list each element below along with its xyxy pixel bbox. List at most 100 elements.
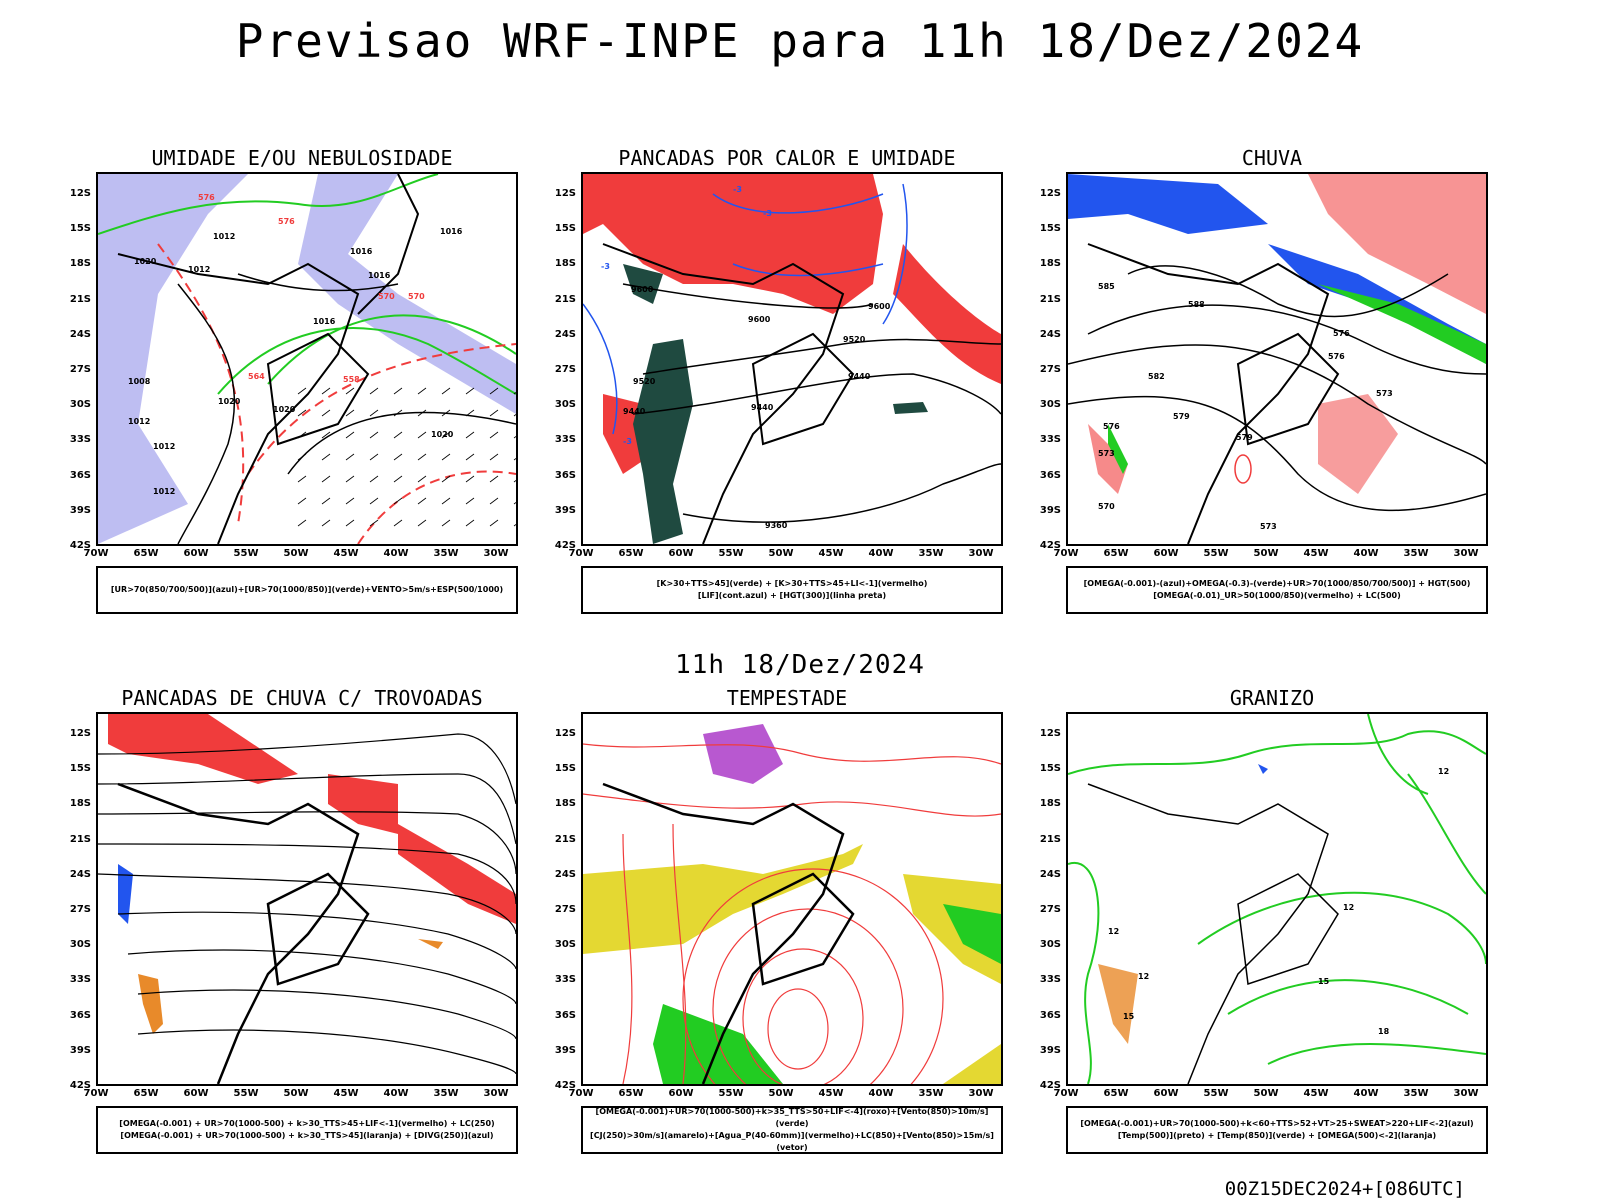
lat-tick-label: 33S [1039, 974, 1061, 986]
humidity-green-contour [217, 327, 516, 395]
wind-vector [513, 458, 516, 461]
lat-tick-label: 15S [1039, 223, 1061, 235]
map-svg [98, 714, 516, 1084]
lat-tick-label: 30S [69, 939, 91, 951]
panel-legend: [OMEGA(-0.001)-(azul)+OMEGA(-0.3)-(verde… [1066, 566, 1488, 614]
wind-vector [393, 409, 403, 417]
instability-dark-area [893, 402, 928, 414]
lon-tick-label: 50W [768, 548, 794, 559]
wind-vector [513, 480, 516, 483]
wind-vector [465, 497, 475, 505]
lon-tick-label: 65W [133, 548, 159, 559]
wind-vector [465, 519, 475, 527]
lon-tick-label: 70W [1053, 548, 1079, 559]
wind-vector [345, 387, 355, 395]
panel-title: PANCADAS DE CHUVA C/ TROVOADAS [121, 686, 483, 710]
legend-line: [OMEGA(-0.001)+UR>70(1000-500)+k>35_TTS>… [595, 1107, 989, 1128]
height-contour [1068, 344, 1486, 465]
wind-vector [513, 392, 516, 395]
lon-tick-label: 45W [333, 548, 359, 559]
temp-label: 12 [1438, 767, 1449, 776]
temp-label: 12 [1138, 972, 1149, 981]
lat-tick-label: 18S [69, 258, 91, 270]
lon-tick-label: 50W [283, 1088, 309, 1099]
omega-red-area [1088, 424, 1128, 494]
height-label: 576 [1328, 352, 1345, 361]
wind-vector [321, 387, 331, 395]
lat-tick-label: 42S [1039, 1080, 1061, 1091]
height-label: 9520 [843, 335, 866, 344]
lon-tick-label: 65W [1103, 1088, 1129, 1099]
storm-red-area [328, 774, 398, 834]
wind-vector [441, 453, 451, 461]
closed-contour [1234, 454, 1252, 484]
wind-vector [513, 414, 516, 417]
height-label: 573 [1376, 389, 1393, 398]
lat-tick-label: 30S [69, 399, 91, 411]
omega-orange-area [1098, 964, 1138, 1044]
wind-vector [297, 519, 307, 527]
panel-legend: [OMEGA(-0.001) + UR>70(1000-500) + k>30_… [96, 1106, 518, 1154]
wind-vector [297, 387, 307, 395]
uruguay-border [751, 332, 855, 446]
legend-line: [OMEGA(-0.001)-(azul)+OMEGA(-0.3)-(verde… [1083, 579, 1471, 588]
lon-tick-label: 35W [1403, 1088, 1429, 1099]
lat-tick-label: 39S [69, 504, 91, 516]
wind-vector [489, 497, 499, 505]
wind-vector [513, 524, 516, 527]
wind-vector [393, 519, 403, 527]
lon-tick-label: 40W [383, 548, 409, 559]
lon-tick-label: 50W [1253, 1088, 1279, 1099]
lon-tick-label: 65W [133, 1088, 159, 1099]
lon-tick-label: 40W [383, 1088, 409, 1099]
humidity-green-contour [98, 174, 439, 235]
pressure-contour [287, 411, 516, 475]
lat-tick-label: 18S [554, 798, 576, 810]
wind-vector [345, 519, 355, 527]
instability-red-area [583, 174, 883, 314]
lon-tick-label: 60W [183, 548, 209, 559]
li-label: -3 [763, 209, 772, 218]
lat-tick-label: 18S [1039, 798, 1061, 810]
lat-tick-label: 12S [1039, 728, 1061, 739]
lat-tick-label: 27S [69, 904, 91, 915]
lat-tick-label: 27S [69, 364, 91, 375]
uruguay-border [266, 332, 370, 446]
height-label: 9600 [868, 302, 891, 311]
height-label: 588 [1188, 300, 1205, 309]
thickness-label: 564 [248, 372, 265, 381]
thickness-label: 576 [198, 193, 215, 202]
lat-tick-label: 12S [554, 728, 576, 739]
panel-chuva: CHUVA 588 585 582 579 576 573 576 579 57 [1022, 146, 1522, 626]
lat-tick-label: 33S [554, 434, 576, 446]
height-label: 585 [1098, 282, 1115, 291]
wind-vector [297, 475, 307, 483]
lon-tick-label: 35W [433, 548, 459, 559]
lat-tick-label: 36S [69, 1009, 91, 1021]
lon-tick-label: 50W [768, 1088, 794, 1099]
wind-vector [489, 431, 499, 439]
wind-vector [465, 431, 475, 439]
map-svg: 1012 1016 1012 1020 1016 1016 1016 1012 … [98, 174, 516, 544]
wind-vector [345, 475, 355, 483]
uruguay-border [751, 872, 855, 986]
lat-tick-label: 33S [69, 974, 91, 986]
thickness-label: 570 [408, 292, 425, 301]
legend-line: [CJ(250)>30m/s](amarelo)+[Agua_P(40-60mm… [590, 1131, 994, 1152]
panel-pancadas-calor: PANCADAS POR CALOR E UMIDADE 9600 9600 9… [537, 146, 1037, 626]
lat-tick-label: 24S [69, 868, 91, 880]
omega-green-area [1108, 424, 1128, 474]
lat-tick-label: 39S [554, 1044, 576, 1056]
map-plot [96, 712, 518, 1086]
lat-tick-label: 30S [554, 939, 576, 951]
lat-tick-label: 21S [69, 293, 91, 305]
wind-vector [489, 387, 499, 395]
legend-line: [UR>70(850/700/500)](azul)+[UR>70(1000/8… [110, 585, 504, 594]
lon-tick-label: 35W [918, 548, 944, 559]
map-plot: 9600 9600 9600 9520 9520 9440 9440 9440 … [581, 172, 1003, 546]
wind-vector [393, 497, 403, 505]
lon-tick-label: 65W [618, 548, 644, 559]
wind-vector [393, 387, 403, 395]
map-svg: 12 12 12 12 15 15 18 [1068, 714, 1486, 1084]
height-label: 9440 [848, 372, 871, 381]
